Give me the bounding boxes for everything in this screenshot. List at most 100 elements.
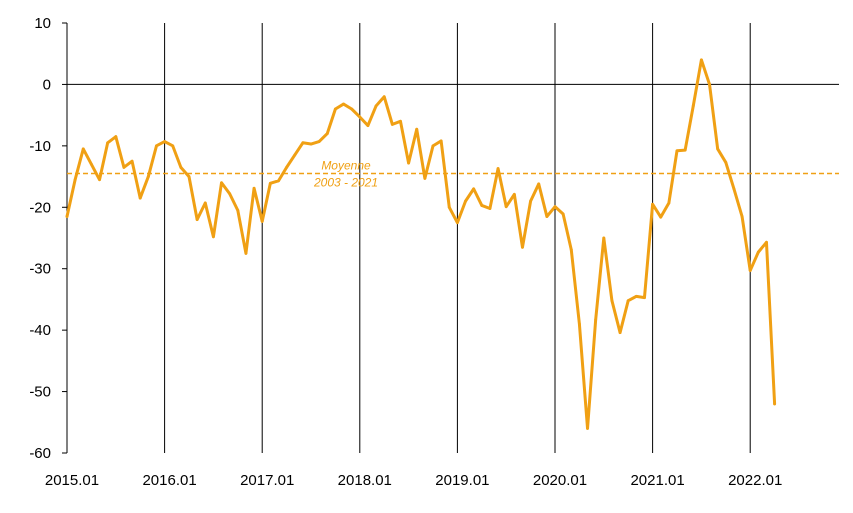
data-point	[504, 205, 508, 209]
data-points	[65, 58, 776, 430]
data-point	[472, 187, 476, 191]
data-point	[496, 167, 500, 170]
data-point	[73, 178, 77, 182]
data-point	[130, 159, 134, 163]
data-point	[203, 201, 207, 205]
x-tick-label: 2016.01	[142, 472, 196, 489]
data-point	[350, 107, 354, 111]
data-point	[732, 187, 736, 191]
data-point	[220, 181, 223, 185]
vertical-grid-lines	[164, 23, 751, 453]
y-tick-label: -30	[29, 261, 51, 278]
data-point	[708, 83, 711, 86]
data-point	[195, 218, 199, 221]
data-point	[545, 215, 549, 218]
data-point	[447, 205, 451, 209]
data-point	[415, 127, 419, 131]
data-point	[756, 250, 760, 254]
data-point	[179, 165, 183, 169]
data-point	[301, 141, 305, 145]
x-tick-label: 2021.01	[630, 472, 684, 489]
data-point	[277, 179, 280, 183]
data-point	[81, 147, 85, 151]
data-point	[439, 139, 443, 143]
data-point	[293, 153, 297, 157]
data-point	[228, 192, 232, 196]
data-point	[464, 199, 467, 203]
data-point	[252, 186, 256, 190]
data-point	[521, 245, 524, 249]
data-point	[342, 102, 345, 106]
x-tick-label: 2017.01	[240, 472, 294, 489]
data-point	[618, 331, 622, 334]
data-point	[122, 165, 126, 169]
average-label-period: 2003 - 2021	[313, 176, 378, 190]
data-point	[98, 178, 101, 182]
data-point	[716, 147, 720, 151]
data-point	[309, 142, 313, 146]
series-line	[65, 58, 777, 430]
data-point	[529, 199, 532, 203]
data-point	[334, 107, 337, 111]
data-point	[675, 149, 679, 153]
data-point	[602, 236, 606, 240]
data-point	[691, 104, 695, 108]
data-point	[423, 177, 427, 180]
data-point	[537, 182, 541, 186]
y-tick-label: -10	[29, 138, 51, 155]
data-point	[586, 427, 589, 430]
x-tick-label: 2019.01	[435, 472, 489, 489]
data-point	[553, 205, 557, 209]
x-tick-label: 2020.01	[533, 472, 587, 489]
data-point	[407, 161, 410, 165]
data-point	[748, 269, 752, 272]
data-point	[382, 95, 386, 99]
data-point	[431, 144, 435, 148]
y-tick-label: -20	[29, 199, 51, 216]
data-point	[456, 221, 459, 225]
data-point	[146, 175, 150, 178]
data-point	[187, 175, 191, 178]
y-tick-label: 0	[43, 76, 51, 93]
data-point	[488, 207, 492, 210]
data-point	[659, 215, 663, 219]
data-point	[366, 124, 370, 127]
data-point	[244, 251, 248, 255]
data-point	[374, 104, 378, 108]
data-point	[626, 299, 630, 303]
data-point	[399, 119, 402, 123]
data-point	[765, 240, 768, 244]
data-point	[268, 181, 272, 185]
data-point	[578, 322, 581, 326]
data-point	[138, 196, 142, 200]
x-axis-tick-labels: 2015.01 2016.01 2017.01 2018.01 2019.01 2020.…	[45, 472, 782, 489]
y-tick-label: -40	[29, 322, 51, 339]
data-point	[724, 161, 728, 164]
data-point	[325, 132, 329, 135]
data-point	[773, 402, 776, 406]
data-point	[171, 144, 175, 148]
y-tick-label: 10	[34, 15, 51, 32]
data-point	[700, 58, 703, 62]
data-point	[285, 165, 288, 169]
data-point	[114, 135, 118, 139]
x-tick-label: 2015.01	[45, 472, 99, 489]
data-point	[740, 215, 744, 218]
data-point	[390, 122, 394, 126]
data-point	[212, 235, 215, 239]
data-point	[561, 212, 565, 216]
data-point	[163, 140, 167, 143]
data-point	[260, 220, 264, 223]
data-point	[594, 318, 598, 322]
data-point	[65, 215, 69, 218]
data-point	[236, 208, 240, 212]
data-point	[634, 294, 638, 298]
data-point	[358, 115, 362, 119]
data-point	[683, 148, 687, 152]
data-point	[643, 296, 646, 299]
data-point	[106, 141, 110, 145]
y-axis-ticks	[62, 22, 67, 454]
data-point	[610, 299, 614, 303]
data-point	[569, 248, 573, 252]
